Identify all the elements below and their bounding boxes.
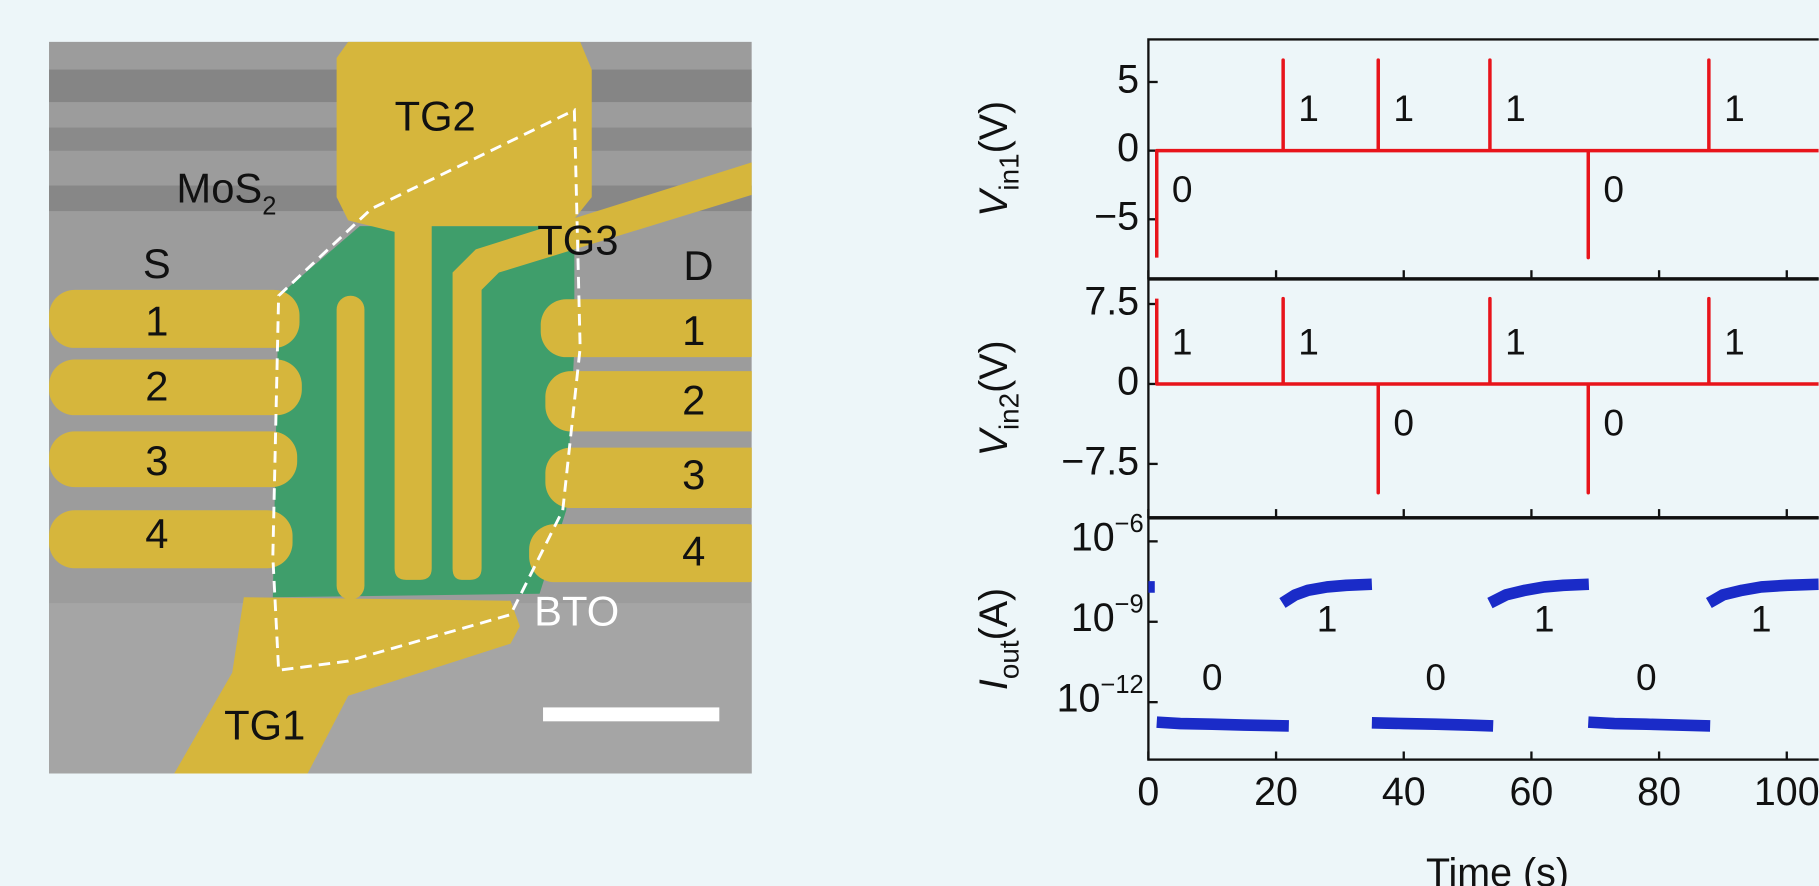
figure: TG2 MoS2 S TG3 D 1 2 3 4 1 2 3 4 BTO TG1… [0, 0, 1819, 886]
annotation: 0 [1603, 402, 1624, 444]
x-axis-label: Time (s) [1426, 851, 1569, 886]
label: 4 [682, 527, 705, 574]
label: 3 [145, 437, 168, 484]
panel-frame [1148, 279, 1819, 517]
scale-bar [543, 707, 719, 721]
annotation: 1 [1751, 597, 1772, 639]
annotation: 0 [1202, 656, 1223, 698]
data-line [1148, 584, 1818, 726]
annotation: 1 [1393, 87, 1414, 129]
y-label-unit: (V) [972, 101, 1016, 154]
x-tick-label: 40 [1382, 770, 1426, 814]
annotation: 1 [1298, 87, 1319, 129]
y-label-main: V [972, 187, 1016, 217]
label: TG2 [395, 92, 476, 139]
annotation: 1 [1534, 597, 1555, 639]
y-label-unit: (V) [972, 340, 1016, 393]
y-label-sub: in1 [994, 153, 1025, 190]
annotation: 1 [1724, 87, 1745, 129]
y-tick-exponent: −12 [1100, 671, 1143, 699]
y-axis-label: Iout(A) [972, 588, 1025, 690]
label: 4 [145, 510, 168, 557]
annotation: 0 [1425, 656, 1446, 698]
label: MoS [176, 164, 262, 211]
label: TG1 [224, 701, 305, 748]
label: S [143, 240, 171, 287]
y-label-main: V [972, 426, 1016, 456]
y-tick-label: 0 [1117, 359, 1139, 403]
annotation: 0 [1393, 402, 1414, 444]
annotation: 0 [1636, 656, 1657, 698]
annotation: 0 [1603, 168, 1624, 210]
label: 1 [682, 307, 705, 354]
panel-frame [1148, 39, 1819, 278]
y-tick-label: 7.5 [1084, 279, 1139, 323]
x-tick-label: 60 [1510, 770, 1554, 814]
y-axis-label: Vin2(V) [972, 340, 1025, 456]
label: 3 [682, 451, 705, 498]
x-tick-label: 0 [1137, 770, 1159, 814]
y-tick-label: −5 [1094, 195, 1139, 239]
label: 2 [682, 377, 705, 424]
y-tick-base: 10 [1071, 516, 1115, 560]
y-tick-label: −7.5 [1061, 439, 1139, 483]
y-tick-label: 5 [1117, 57, 1139, 101]
label-sub: 2 [262, 192, 276, 220]
y-tick-base: 10 [1071, 596, 1115, 640]
y-label-unit: (A) [972, 588, 1016, 641]
x-tick-label: 20 [1254, 770, 1298, 814]
annotation: 1 [1317, 597, 1338, 639]
label: BTO [534, 588, 619, 635]
y-tick-label: 10−12 [1057, 671, 1144, 721]
label: D [683, 242, 713, 289]
label: 1 [145, 298, 168, 345]
y-label-main: I [972, 679, 1016, 690]
x-tick-label: 80 [1637, 770, 1681, 814]
y-tick-label: 10−9 [1071, 590, 1144, 640]
label: TG3 [537, 217, 618, 264]
y-axis-label: Vin1(V) [972, 101, 1025, 217]
y-tick-label: 10−6 [1071, 510, 1144, 560]
data-line [1157, 60, 1819, 258]
y-tick-exponent: −6 [1115, 510, 1144, 538]
annotation: 1 [1172, 320, 1193, 362]
annotation: 1 [1298, 320, 1319, 362]
page: {"image":{"labels":{"tg2":"TG2","mos":"M… [0, 0, 1819, 886]
annotation: 0 [1172, 168, 1193, 210]
y-label-sub: in2 [994, 393, 1025, 430]
annotation: 1 [1505, 87, 1526, 129]
y-tick-label: 0 [1117, 126, 1139, 170]
y-label-sub: out [994, 640, 1025, 679]
label: 2 [145, 363, 168, 410]
annotation: 1 [1724, 320, 1745, 362]
y-tick-exponent: −9 [1115, 590, 1144, 618]
data-line [1157, 299, 1819, 493]
annotation: 1 [1505, 320, 1526, 362]
y-tick-base: 10 [1057, 676, 1101, 720]
x-tick-label: 100 [1754, 770, 1819, 814]
